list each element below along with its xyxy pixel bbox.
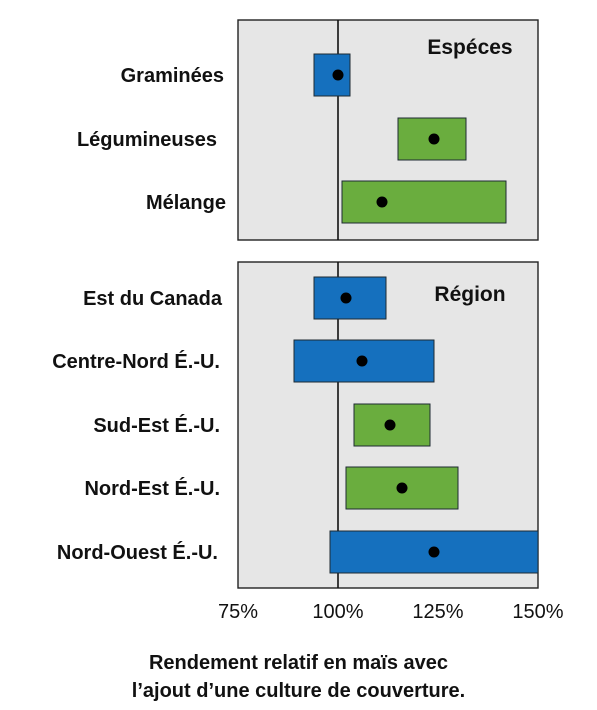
x-tick-label: 150% [512,601,563,623]
x-axis-label-line-2: l’ajout d’une culture de couverture. [131,680,466,702]
point-estimate-est-du-canada [340,292,352,304]
interval-bar-gramin-es [313,53,351,97]
x-axis-label-line-1: Rendement relatif en maïs avec [148,652,448,674]
point-estimate-centre-nord-u- [356,355,368,367]
category-label-est-du-canada: Est du Canada [83,288,223,310]
category-label-nord-est-u-: Nord-Est É.-U. [84,477,220,500]
x-tick-label: 100% [312,601,363,623]
category-label-l-gumineuses: Légumineuses [77,129,217,151]
panel-title: Région [434,283,505,306]
category-label-nord-ouest-u-: Nord-Ouest É.-U. [57,541,218,564]
panel-1: Espéces Graminées Légumineuses Mélange [77,19,539,241]
point-estimate-gramin-es [332,69,344,81]
x-tick-label: 125% [412,601,463,623]
point-estimate-m-lange [376,196,388,208]
point-estimate-sud-est-u- [384,419,396,431]
category-label-centre-nord-u-: Centre-Nord É.-U. [52,350,220,373]
interval-bar-m-lange [341,180,507,224]
category-label-sud-est-u-: Sud-Est É.-U. [93,414,220,437]
panel-2: Région Est du Canada Centre-Nord É.-U. Sud-… [52,261,539,589]
category-label-m-lange: Mélange [146,192,226,214]
panel-title: Espéces [427,36,512,59]
category-label-gramin-es: Graminées [121,65,224,87]
point-estimate-nord-ouest-u- [428,546,440,558]
point-estimate-nord-est-u- [396,482,408,494]
x-tick-label: 75% [218,601,258,623]
point-estimate-l-gumineuses [428,133,440,145]
